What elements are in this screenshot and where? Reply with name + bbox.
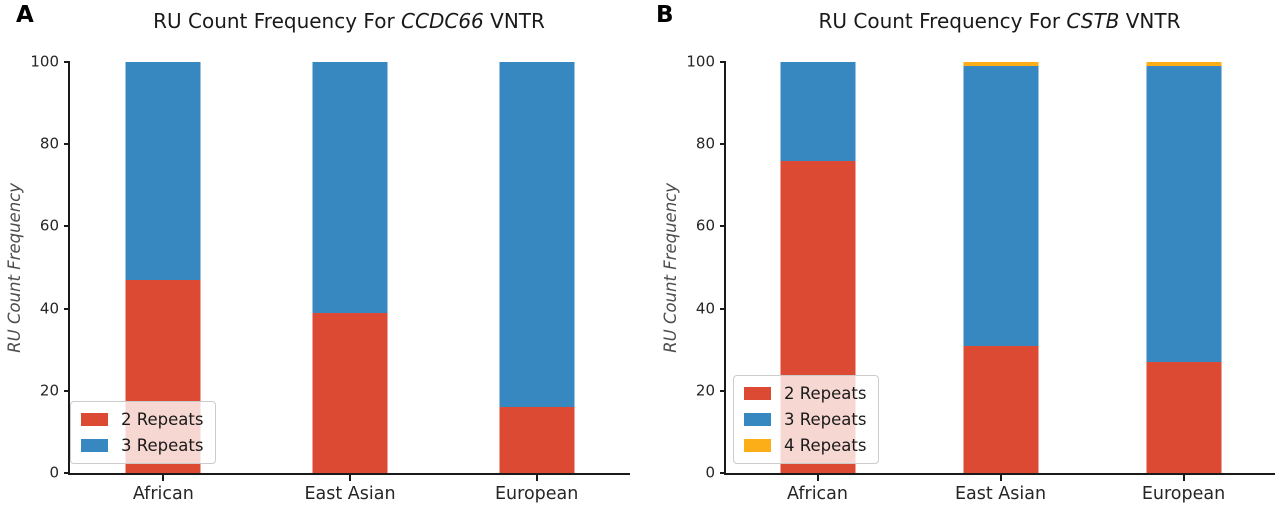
x-tick-label: East Asian	[304, 484, 396, 504]
y-tick-label: 80	[39, 134, 59, 153]
legend-label: 2 Repeats	[784, 384, 867, 403]
legend-item: 3 Repeats	[81, 436, 203, 455]
bar-segment	[1146, 362, 1221, 473]
legend-swatch	[744, 413, 771, 426]
category-slot: East Asian	[257, 62, 444, 504]
x-tick-label: African	[786, 484, 849, 504]
stacked-bar	[312, 62, 388, 473]
legend-swatch	[744, 387, 771, 400]
legend-label: 3 Repeats	[121, 436, 204, 455]
y-axis-label-wrap: RU Count Frequency	[658, 62, 682, 473]
y-tick-mark	[720, 307, 726, 310]
bar-segment	[963, 345, 1038, 473]
panel-b: B RU Count Frequency For CSTB VNTR RU Co…	[640, 0, 1280, 505]
legend-label: 3 Repeats	[784, 410, 867, 429]
x-tick-label: African	[132, 484, 194, 504]
category-slot: African	[70, 62, 257, 504]
chart-title: RU Count Frequency For CSTB VNTR	[724, 9, 1275, 33]
y-tick-label: 20	[695, 381, 715, 400]
plot-area: 0 20 40 60 80 100 African East Asian European 2 R…	[30, 54, 630, 504]
bar-segment	[1146, 62, 1221, 67]
bar-segment	[312, 312, 388, 473]
title-suffix: VNTR	[483, 9, 545, 33]
bar-segment	[963, 66, 1038, 346]
y-tick-label: 0	[705, 463, 715, 482]
y-tick-mark	[64, 472, 70, 474]
y-tick-label: 80	[695, 134, 715, 153]
y-axis-label: RU Count Frequency	[660, 182, 680, 353]
title-suffix: VNTR	[1119, 9, 1181, 33]
y-tick-mark	[720, 225, 726, 228]
plot-area: 0 20 40 60 80 100 African East Asian European 2 R…	[686, 54, 1275, 504]
panel-a: A RU Count Frequency For CCDC66 VNTR RU …	[2, 2, 630, 504]
bar-segment	[499, 62, 575, 408]
y-tick-mark	[720, 61, 726, 63]
legend-swatch	[81, 413, 108, 426]
legend: 2 Repeats 3 Repeats	[70, 401, 217, 464]
title-gene-italic: CSTB	[1066, 9, 1120, 33]
y-tick-mark	[64, 61, 70, 63]
x-tick-label: European	[1141, 484, 1226, 504]
y-tick-label: 60	[39, 216, 59, 235]
y-tick-label: 60	[695, 216, 715, 235]
x-tick-mark	[999, 475, 1002, 481]
legend-swatch	[744, 439, 771, 452]
legend-item: 2 Repeats	[81, 410, 203, 429]
category-slot: East Asian	[909, 62, 1092, 504]
stacked-bar	[125, 62, 201, 473]
y-tick-label: 40	[39, 299, 59, 318]
x-tick-mark	[535, 475, 538, 481]
y-axis-label: RU Count Frequency	[4, 182, 24, 353]
y-tick-mark	[720, 472, 726, 474]
bar-segment	[499, 407, 575, 473]
bar-segment	[780, 62, 855, 161]
title-prefix: RU Count Frequency For	[818, 9, 1067, 33]
x-tick-label: European	[494, 484, 579, 504]
title-gene-italic: CCDC66	[401, 9, 484, 33]
y-tick-mark	[720, 143, 726, 146]
x-tick-mark	[1182, 475, 1185, 481]
bar-segment	[312, 62, 388, 313]
legend-swatch	[81, 439, 108, 452]
legend-item: 3 Repeats	[744, 410, 866, 429]
y-axis-label-wrap: RU Count Frequency	[2, 62, 26, 473]
x-tick-mark	[816, 475, 819, 481]
bar-segment	[1146, 66, 1221, 363]
stacked-bar	[1146, 62, 1221, 473]
chart-title: RU Count Frequency For CCDC66 VNTR	[68, 9, 630, 33]
y-tick-label: 0	[49, 463, 59, 482]
category-slot: European	[1092, 62, 1275, 504]
legend-item: 2 Repeats	[744, 384, 866, 403]
category-slot: European	[443, 62, 630, 504]
panel-label: B	[656, 2, 674, 28]
legend: 2 Repeats 3 Repeats 4 Repeats	[733, 375, 880, 464]
title-prefix: RU Count Frequency For	[153, 9, 402, 33]
x-tick-mark	[162, 475, 165, 481]
x-tick-mark	[349, 475, 351, 481]
y-tick-label: 100	[30, 52, 59, 71]
legend-item: 4 Repeats	[744, 436, 866, 455]
y-tick-mark	[720, 389, 726, 392]
y-tick-mark	[64, 307, 70, 310]
y-tick-mark	[64, 143, 70, 146]
bar-segment	[125, 62, 201, 280]
stacked-bar	[963, 62, 1038, 473]
y-tick-label: 20	[39, 381, 59, 400]
y-tick-label: 100	[686, 52, 715, 71]
panel-label: A	[16, 2, 34, 28]
y-tick-mark	[64, 225, 70, 228]
y-tick-mark	[64, 389, 70, 392]
y-tick-label: 40	[695, 299, 715, 318]
stacked-bar	[499, 62, 575, 473]
legend-label: 4 Repeats	[784, 436, 867, 455]
bar-segment	[963, 62, 1038, 67]
legend-label: 2 Repeats	[121, 410, 204, 429]
x-tick-label: East Asian	[954, 484, 1047, 504]
bar-slots: African East Asian European	[70, 62, 630, 504]
